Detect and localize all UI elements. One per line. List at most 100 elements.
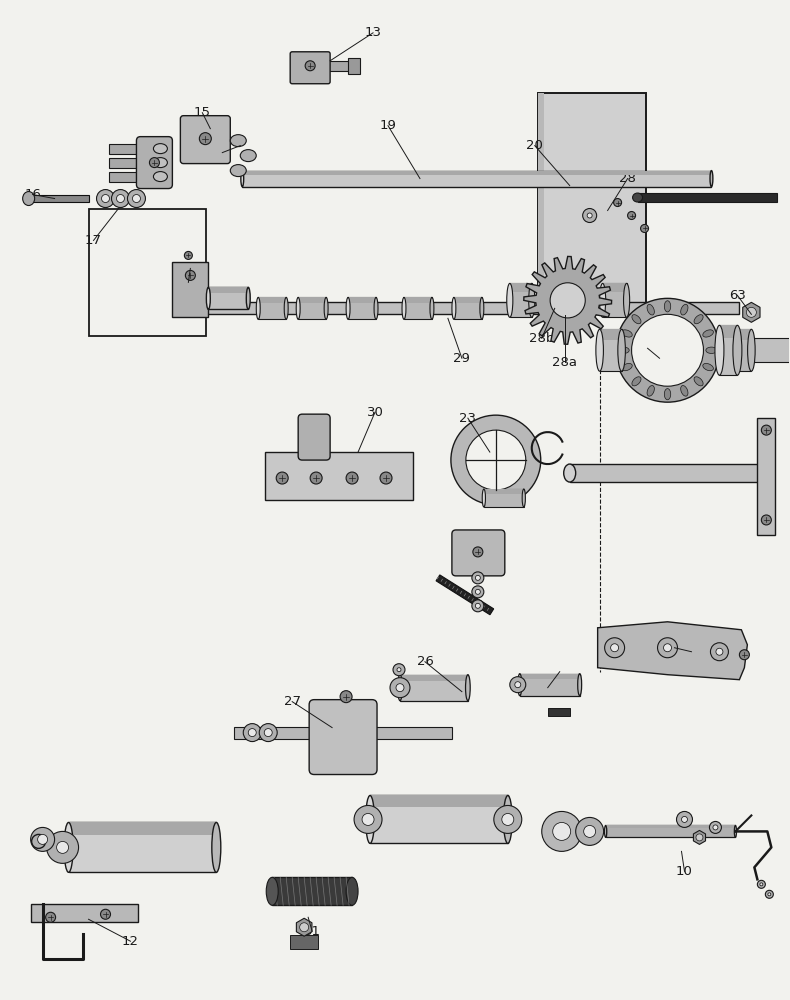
Ellipse shape (346, 877, 358, 905)
Bar (201, 302, 739, 314)
Text: 13: 13 (364, 26, 382, 39)
Circle shape (127, 190, 145, 208)
Bar (454, 297, 482, 319)
Bar (243, 171, 712, 175)
Text: 17: 17 (85, 234, 102, 247)
Bar (348, 297, 376, 303)
Text: 15: 15 (194, 106, 211, 119)
Circle shape (494, 805, 521, 833)
Circle shape (310, 472, 322, 484)
Circle shape (762, 515, 771, 525)
Circle shape (766, 890, 773, 898)
Bar (108, 158, 159, 168)
Bar (570, 464, 759, 482)
Circle shape (96, 190, 115, 208)
Polygon shape (296, 918, 312, 936)
Ellipse shape (153, 158, 167, 168)
Ellipse shape (622, 330, 632, 337)
Ellipse shape (703, 363, 713, 371)
Circle shape (466, 430, 526, 490)
Bar (258, 297, 286, 319)
Text: 25: 25 (666, 641, 683, 654)
Circle shape (604, 638, 625, 658)
Circle shape (100, 909, 111, 919)
Bar (370, 795, 508, 807)
Circle shape (346, 472, 358, 484)
Bar (751, 338, 790, 362)
Circle shape (133, 195, 141, 203)
Ellipse shape (256, 297, 260, 319)
Bar (258, 297, 286, 303)
Bar (735, 329, 751, 340)
Bar (290, 935, 318, 949)
Bar (348, 58, 360, 74)
Bar (404, 297, 432, 303)
Bar (273, 877, 352, 905)
Bar (510, 283, 532, 317)
Circle shape (38, 834, 47, 844)
Ellipse shape (747, 329, 755, 371)
Circle shape (299, 923, 309, 932)
Circle shape (305, 61, 315, 71)
Circle shape (199, 133, 211, 145)
Circle shape (587, 213, 592, 218)
Circle shape (762, 425, 771, 435)
Ellipse shape (517, 674, 521, 696)
Bar (209, 287, 248, 309)
Ellipse shape (623, 283, 630, 317)
Ellipse shape (681, 304, 688, 315)
Circle shape (184, 251, 192, 259)
Bar (298, 297, 326, 303)
Polygon shape (743, 302, 760, 322)
Polygon shape (598, 622, 747, 680)
Circle shape (380, 472, 392, 484)
Ellipse shape (346, 297, 350, 319)
Circle shape (553, 822, 570, 840)
FancyBboxPatch shape (309, 700, 377, 775)
Bar (348, 297, 376, 319)
Circle shape (390, 678, 410, 698)
Ellipse shape (596, 329, 604, 371)
Circle shape (615, 298, 720, 402)
Circle shape (472, 572, 483, 584)
Text: 12: 12 (122, 935, 139, 948)
Ellipse shape (266, 877, 278, 905)
FancyBboxPatch shape (452, 530, 505, 576)
Ellipse shape (618, 329, 626, 371)
Circle shape (102, 195, 110, 203)
Ellipse shape (577, 674, 581, 696)
Circle shape (676, 811, 693, 827)
Bar (243, 171, 712, 187)
Circle shape (57, 841, 69, 853)
Ellipse shape (681, 386, 688, 396)
Ellipse shape (710, 171, 713, 187)
Circle shape (696, 834, 703, 841)
Ellipse shape (430, 297, 434, 319)
Polygon shape (694, 830, 705, 844)
Ellipse shape (715, 325, 724, 375)
Bar (603, 283, 626, 317)
Circle shape (713, 825, 718, 830)
Bar (547, 708, 570, 716)
Ellipse shape (604, 825, 607, 837)
Ellipse shape (522, 489, 525, 507)
FancyBboxPatch shape (180, 116, 231, 164)
Circle shape (472, 600, 483, 612)
Text: 29: 29 (453, 352, 470, 365)
Ellipse shape (23, 192, 35, 206)
Ellipse shape (529, 283, 535, 317)
Bar (31, 904, 138, 922)
Ellipse shape (246, 287, 250, 309)
Bar (69, 822, 216, 835)
Ellipse shape (153, 172, 167, 182)
Bar (483, 489, 524, 494)
Ellipse shape (632, 377, 641, 386)
Ellipse shape (284, 297, 288, 319)
Ellipse shape (632, 315, 641, 324)
Circle shape (362, 813, 374, 825)
Circle shape (542, 811, 581, 851)
Text: 28a: 28a (552, 356, 577, 369)
Circle shape (583, 209, 596, 222)
Ellipse shape (503, 795, 512, 843)
Text: 24: 24 (540, 681, 556, 694)
